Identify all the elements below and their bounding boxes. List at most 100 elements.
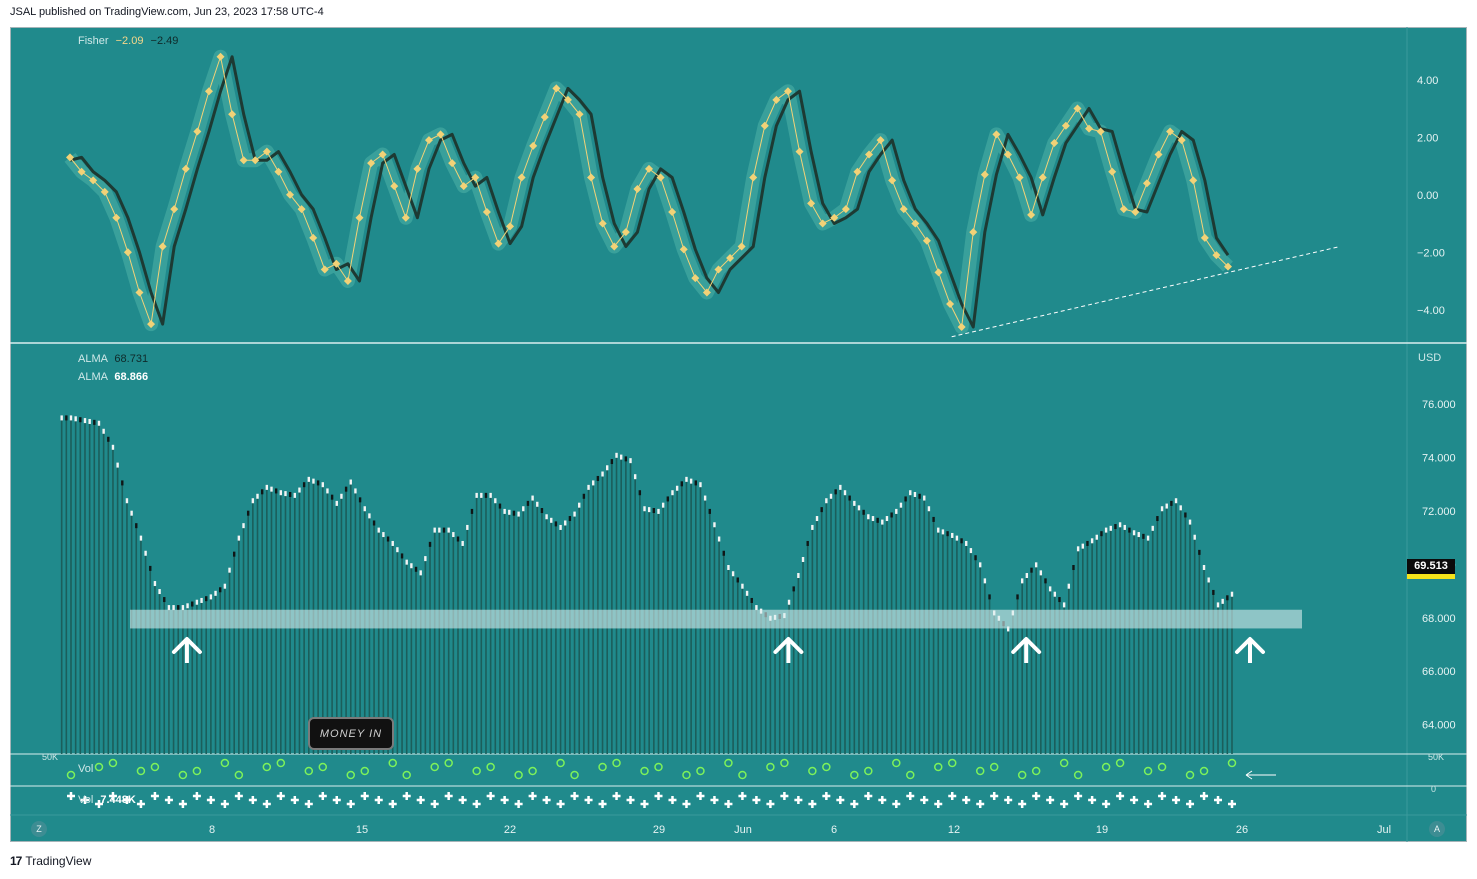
price-candle [937,527,940,533]
up-arrow-icon [773,637,804,663]
fisher-diamond-point [413,164,422,173]
price-axis-tick: 66.000 [1422,666,1456,678]
price-candle [1123,524,1126,530]
fisher-diamond-point [459,182,468,191]
fisher-diamond-point [251,156,260,165]
vol-white-cross [1074,792,1083,800]
price-candle [965,540,968,546]
alma-value-2: 68.866 [114,371,149,383]
fisher-diamond-point [749,173,758,182]
fisher-diamond-point [645,164,653,173]
price-candle [522,506,525,512]
vol-green-circle [570,770,579,780]
price-candle [736,577,739,583]
fisher-trigger-line [69,55,1230,329]
time-axis-tick: Jun [734,824,752,836]
vol-green-circle [780,758,789,768]
fisher-name: Fisher [78,35,109,47]
chart-canvas[interactable]: 4.00 2.00 0.00 −2.00 −4.00 76.000 74.000 72.000… [10,27,1467,842]
vol-green-circle [766,762,775,772]
price-candle [246,510,250,516]
alma-legend-2[interactable]: ALMA 68.866 [78,371,148,383]
price-candle [1006,626,1010,632]
price-candle [330,494,334,500]
fisher-legend[interactable]: Fisher −2.09 −2.49 [78,35,178,47]
fisher-diamond-point [1003,150,1012,159]
price-candle [121,480,124,486]
fisher-diamond-point [1224,262,1232,271]
vol-white-cross [192,792,201,800]
price-candle [582,493,586,499]
vol-green-circle [1017,770,1027,780]
price-candle [951,532,954,538]
price-candle [382,532,385,538]
price-candle [554,521,558,527]
price-candle [69,415,73,421]
vol-white-cross [318,792,327,800]
price-candle [470,508,474,514]
price-candle [787,599,791,605]
fisher-diamond-point [297,205,306,214]
price-candle [853,500,856,506]
price-candle [1170,500,1173,506]
price-candle [307,476,310,482]
price-candle [195,599,199,605]
fisher-diamond-point [390,182,399,191]
price-candle [1109,525,1112,531]
vol-green-circle [738,770,747,780]
price-candle [466,524,469,530]
money-in-annotation[interactable]: MONEY IN [308,717,394,750]
fisher-axis-tick: −4.00 [1417,305,1445,317]
price-candle [1146,535,1150,541]
fisher-diamond-point [193,127,202,136]
price-candle [643,506,646,512]
vol-white-cross [472,800,481,808]
price-candle [419,570,422,576]
fisher-diamond-point [876,136,885,145]
price-candle [386,536,390,542]
fisher-diamond-point [424,136,433,145]
price-candle [391,540,394,546]
vol-white-cross [332,796,341,804]
vol-white-cross [654,792,663,800]
vol-green-circle [892,758,901,768]
fisher-diamond-point [830,213,839,222]
fisher-diamond-point [1166,127,1175,136]
auto-scale-button[interactable]: A [1429,821,1445,837]
vol-green-circle [192,766,202,776]
price-candle [839,484,842,490]
fisher-diamond-point [737,242,746,251]
price-candle [354,488,357,494]
price-candle [1025,573,1029,579]
timezone-toggle-button[interactable]: Z [31,821,47,837]
price-candle [232,551,236,557]
time-axis-tick: 19 [1096,824,1108,836]
fisher-diamond-point [552,84,561,93]
price-candle [1151,525,1154,531]
price-candle [335,500,338,506]
fisher-diamond-point [1212,251,1221,260]
price-candle [573,511,576,517]
price-candle [1165,503,1168,509]
price-candle [377,527,380,533]
vol-green-circle [318,762,328,772]
fisher-diamond-point [888,176,897,185]
alma-legend-1[interactable]: ALMA 68.731 [78,353,148,365]
vol-green-circle [388,758,397,768]
price-candle [564,520,567,526]
price-candle [60,415,63,421]
vol-green-circle [612,758,621,768]
price-candle [1076,546,1080,552]
vol-white-cross [738,792,747,800]
price-candle [265,484,269,490]
vol-legend-2[interactable]: Vol 7.448K [78,794,136,806]
fisher-diamond-point [1061,121,1070,130]
fisher-diamond-point [343,277,352,285]
vol-legend-1[interactable]: Vol [78,763,93,775]
price-candle [890,512,893,518]
price-tag-yellow-strip [1407,574,1455,579]
fisher-diamond-point [320,265,329,274]
vol-name-1: Vol [78,763,94,775]
fisher-diamond-point [1142,179,1151,188]
price-candle [186,603,189,609]
